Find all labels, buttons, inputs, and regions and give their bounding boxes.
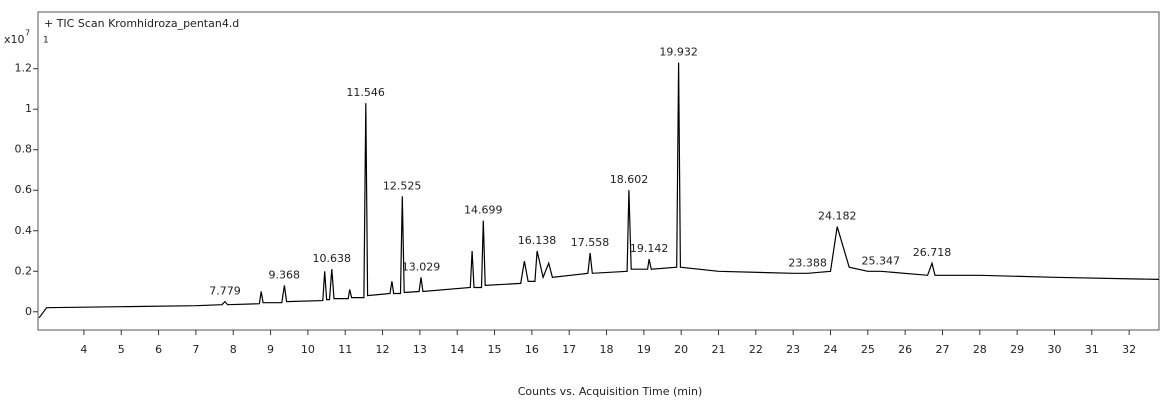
x-tick-label: 24 xyxy=(824,343,838,356)
peak-label: 9.368 xyxy=(269,268,301,281)
peak-label: 19.932 xyxy=(659,46,698,59)
peak-label: 19.142 xyxy=(630,242,669,255)
panel-label: 1 xyxy=(43,36,49,46)
x-tick-label: 10 xyxy=(301,343,315,356)
x-tick-label: 14 xyxy=(450,343,464,356)
y-tick-label: 0.2 xyxy=(15,264,33,277)
x-tick-label: 9 xyxy=(267,343,274,356)
x-tick-label: 15 xyxy=(488,343,502,356)
peak-label: 17.558 xyxy=(571,236,610,249)
x-tick-label: 8 xyxy=(230,343,237,356)
x-tick-label: 13 xyxy=(413,343,427,356)
x-tick-label: 20 xyxy=(674,343,688,356)
y-exponent: 7 xyxy=(25,29,30,38)
x-tick-label: 26 xyxy=(898,343,912,356)
peak-label: 25.347 xyxy=(862,254,901,267)
x-axis-label: Counts vs. Acquisition Time (min) xyxy=(518,385,703,398)
x-tick-label: 7 xyxy=(192,343,199,356)
peak-label: 26.718 xyxy=(913,246,952,259)
x-tick-label: 27 xyxy=(935,343,949,356)
x-tick-label: 21 xyxy=(712,343,726,356)
x-tick-label: 12 xyxy=(376,343,390,356)
peak-label: 10.638 xyxy=(312,252,351,265)
y-tick-label: 0.8 xyxy=(15,143,33,156)
y-multiplier: x10 xyxy=(4,33,25,46)
x-tick-label: 32 xyxy=(1122,343,1136,356)
x-tick-label: 30 xyxy=(1047,343,1061,356)
peak-label: 7.779 xyxy=(209,285,241,298)
peak-label: 12.525 xyxy=(383,179,422,192)
x-tick-label: 23 xyxy=(786,343,800,356)
x-tick-label: 16 xyxy=(525,343,539,356)
peak-label: 23.388 xyxy=(788,256,827,269)
chart-title: + TIC Scan Kromhidroza_pentan4.d xyxy=(44,17,239,30)
peak-label: 11.546 xyxy=(346,86,385,99)
peak-label: 16.138 xyxy=(518,234,557,247)
y-tick-label: 1 xyxy=(25,102,32,115)
y-tick-label: 0.6 xyxy=(15,183,33,196)
peak-label: 13.029 xyxy=(402,260,441,273)
x-tick-label: 28 xyxy=(973,343,987,356)
tic-trace xyxy=(38,62,1160,319)
x-tick-label: 11 xyxy=(338,343,352,356)
x-tick-label: 22 xyxy=(749,343,763,356)
x-tick-label: 18 xyxy=(600,343,614,356)
x-tick-label: 17 xyxy=(562,343,576,356)
peak-label: 14.699 xyxy=(464,204,503,217)
plot-frame xyxy=(37,11,1160,331)
y-tick-label: 1.2 xyxy=(15,62,33,75)
x-tick-label: 19 xyxy=(637,343,651,356)
x-tick-label: 6 xyxy=(155,343,162,356)
y-tick-label: 0 xyxy=(25,305,32,318)
x-tick-label: 5 xyxy=(118,343,125,356)
x-tick-label: 29 xyxy=(1010,343,1024,356)
peak-label: 24.182 xyxy=(818,210,857,223)
x-tick-label: 25 xyxy=(861,343,875,356)
y-tick-label: 0.4 xyxy=(15,224,33,237)
x-tick-label: 31 xyxy=(1085,343,1099,356)
x-tick-label: 4 xyxy=(80,343,87,356)
peak-label: 18.602 xyxy=(610,173,649,186)
